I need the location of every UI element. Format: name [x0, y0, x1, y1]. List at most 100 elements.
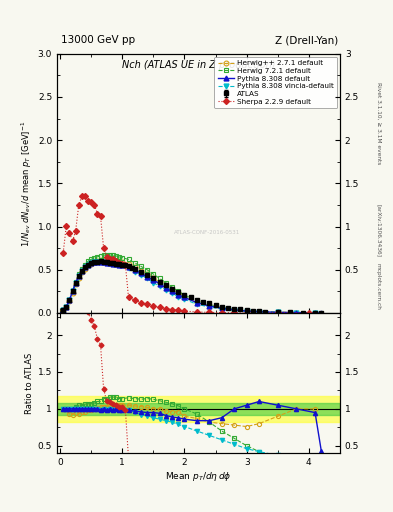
- Pythia 8.308 default: [157, 281, 162, 287]
- Herwig++ 2.7.1 default: [126, 261, 131, 267]
- Herwig 7.2.1 default: [98, 253, 103, 259]
- Pythia 8.308 default: [232, 307, 237, 313]
- Herwig++ 2.7.1 default: [163, 283, 168, 289]
- Y-axis label: Ratio to ATLAS: Ratio to ATLAS: [25, 352, 33, 414]
- Pythia 8.308 default: [70, 288, 75, 294]
- Text: Nch (ATLAS UE in Z production): Nch (ATLAS UE in Z production): [122, 60, 275, 70]
- Herwig 7.2.1 default: [195, 298, 199, 304]
- Pythia 8.308 vincia-default: [64, 304, 69, 310]
- Herwig++ 2.7.1 default: [139, 268, 143, 274]
- Pythia 8.308 default: [73, 280, 78, 286]
- Herwig 7.2.1 default: [151, 271, 156, 277]
- Text: Rivet 3.1.10, ≥ 3.1M events: Rivet 3.1.10, ≥ 3.1M events: [376, 82, 381, 164]
- Pythia 8.308 vincia-default: [275, 309, 280, 315]
- Pythia 8.308 default: [120, 262, 125, 268]
- X-axis label: Mean $p_T/d\eta\,d\phi$: Mean $p_T/d\eta\,d\phi$: [165, 470, 232, 483]
- Line: Pythia 8.308 vincia-default: Pythia 8.308 vincia-default: [61, 260, 318, 315]
- Herwig 7.2.1 default: [132, 260, 137, 266]
- Pythia 8.308 vincia-default: [170, 290, 174, 296]
- Herwig 7.2.1 default: [120, 254, 125, 261]
- Pythia 8.308 default: [244, 308, 249, 314]
- Text: [arXiv:1306.3436]: [arXiv:1306.3436]: [376, 204, 381, 257]
- Herwig 7.2.1 default: [117, 254, 121, 260]
- Herwig++ 2.7.1 default: [92, 259, 97, 265]
- Herwig 7.2.1 default: [294, 309, 299, 315]
- Herwig 7.2.1 default: [170, 284, 174, 290]
- Pythia 8.308 default: [176, 292, 181, 298]
- Herwig++ 2.7.1 default: [64, 304, 69, 310]
- Herwig 7.2.1 default: [219, 305, 224, 311]
- Herwig 7.2.1 default: [89, 257, 94, 263]
- Herwig++ 2.7.1 default: [67, 298, 72, 304]
- Herwig 7.2.1 default: [182, 292, 187, 298]
- Pythia 8.308 default: [117, 262, 121, 268]
- Herwig++ 2.7.1 default: [86, 262, 90, 268]
- Herwig 7.2.1 default: [70, 288, 75, 294]
- Pythia 8.308 vincia-default: [157, 283, 162, 289]
- Herwig 7.2.1 default: [313, 310, 318, 316]
- Herwig 7.2.1 default: [139, 263, 143, 269]
- Herwig 7.2.1 default: [61, 307, 66, 313]
- Herwig++ 2.7.1 default: [207, 302, 212, 308]
- Pythia 8.308 vincia-default: [86, 262, 90, 268]
- Herwig++ 2.7.1 default: [117, 258, 121, 264]
- Pythia 8.308 default: [163, 285, 168, 291]
- Herwig++ 2.7.1 default: [313, 310, 318, 316]
- Pythia 8.308 vincia-default: [76, 273, 81, 279]
- Pythia 8.308 vincia-default: [132, 268, 137, 274]
- Pythia 8.308 default: [139, 270, 143, 276]
- Herwig++ 2.7.1 default: [73, 282, 78, 288]
- Herwig++ 2.7.1 default: [176, 290, 181, 296]
- Pythia 8.308 default: [79, 268, 84, 274]
- Text: Z (Drell-Yan): Z (Drell-Yan): [275, 35, 338, 45]
- Pythia 8.308 default: [207, 303, 212, 309]
- Pythia 8.308 default: [126, 264, 131, 270]
- Pythia 8.308 vincia-default: [83, 264, 87, 270]
- Pythia 8.308 default: [132, 267, 137, 273]
- Y-axis label: $1/N_{ev}$ $dN_{ev}/d$ mean $p_T$ [GeV]$^{-1}$: $1/N_{ev}$ $dN_{ev}/d$ mean $p_T$ [GeV]$…: [19, 120, 33, 247]
- Pythia 8.308 vincia-default: [195, 301, 199, 307]
- Pythia 8.308 vincia-default: [313, 310, 318, 316]
- Herwig 7.2.1 default: [275, 309, 280, 315]
- Herwig 7.2.1 default: [86, 258, 90, 264]
- Herwig++ 2.7.1 default: [219, 305, 224, 311]
- Herwig++ 2.7.1 default: [110, 257, 115, 263]
- Herwig++ 2.7.1 default: [145, 271, 149, 277]
- Herwig 7.2.1 default: [92, 254, 97, 261]
- Herwig 7.2.1 default: [95, 254, 100, 260]
- Herwig++ 2.7.1 default: [182, 293, 187, 300]
- Line: Herwig++ 2.7.1 default: Herwig++ 2.7.1 default: [61, 258, 318, 315]
- Herwig 7.2.1 default: [244, 308, 249, 314]
- Text: 13000 GeV pp: 13000 GeV pp: [61, 35, 135, 45]
- Herwig++ 2.7.1 default: [257, 309, 261, 315]
- Herwig 7.2.1 default: [105, 252, 109, 258]
- Pythia 8.308 vincia-default: [114, 261, 118, 267]
- Pythia 8.308 vincia-default: [110, 261, 115, 267]
- Pythia 8.308 default: [105, 260, 109, 266]
- Pythia 8.308 vincia-default: [139, 272, 143, 278]
- Pythia 8.308 default: [294, 310, 299, 316]
- Pythia 8.308 vincia-default: [79, 268, 84, 274]
- Pythia 8.308 default: [67, 297, 72, 303]
- Herwig 7.2.1 default: [257, 309, 261, 315]
- Pythia 8.308 default: [114, 261, 118, 267]
- Pythia 8.308 default: [257, 309, 261, 315]
- Herwig 7.2.1 default: [207, 302, 212, 308]
- Herwig++ 2.7.1 default: [132, 264, 137, 270]
- Herwig++ 2.7.1 default: [61, 307, 66, 313]
- Pythia 8.308 vincia-default: [98, 259, 103, 265]
- Pythia 8.308 vincia-default: [120, 262, 125, 268]
- Line: Herwig 7.2.1 default: Herwig 7.2.1 default: [61, 252, 318, 315]
- Pythia 8.308 default: [313, 310, 318, 316]
- Bar: [57, 396, 340, 422]
- Pythia 8.308 default: [219, 305, 224, 311]
- Herwig++ 2.7.1 default: [70, 290, 75, 296]
- Herwig++ 2.7.1 default: [151, 275, 156, 282]
- Herwig++ 2.7.1 default: [294, 309, 299, 315]
- Pythia 8.308 default: [182, 294, 187, 301]
- Pythia 8.308 vincia-default: [176, 293, 181, 300]
- Pythia 8.308 default: [83, 264, 87, 270]
- Herwig++ 2.7.1 default: [275, 309, 280, 315]
- Herwig 7.2.1 default: [145, 267, 149, 273]
- Line: Pythia 8.308 default: Pythia 8.308 default: [61, 260, 324, 315]
